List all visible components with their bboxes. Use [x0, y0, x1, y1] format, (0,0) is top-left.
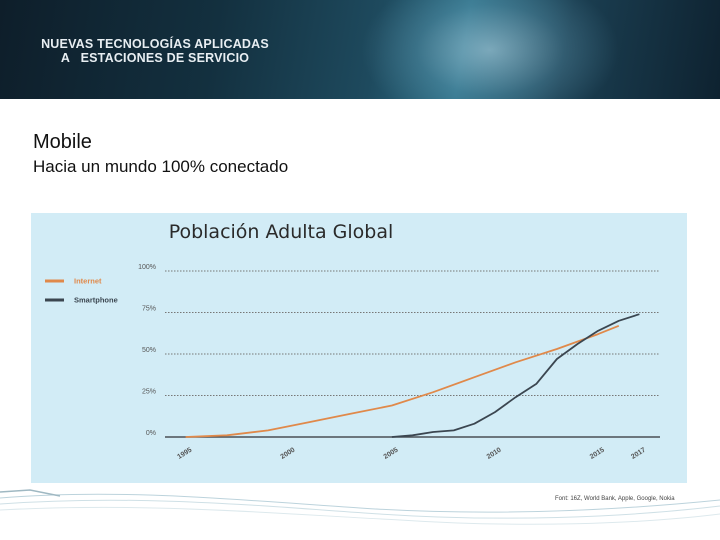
x-tick-label: 2017: [630, 447, 647, 461]
chart-title: Población Adulta Global: [168, 221, 394, 243]
x-tick-label: 2015: [589, 447, 606, 461]
y-tick-label: 25%: [142, 389, 156, 396]
legend-label-smartphone: Smartphone: [74, 296, 118, 305]
y-tick-label: 0%: [146, 430, 156, 437]
y-tick-label: 100%: [138, 264, 156, 271]
banner-title-line1: NUEVAS TECNOLOGÍAS APLICADAS: [41, 37, 269, 51]
y-tick-label: 75%: [142, 306, 156, 313]
x-tick-label: 2010: [486, 447, 503, 461]
footer-wave-decoration: [0, 489, 720, 525]
chart-panel: [31, 213, 687, 483]
header-banner: NUEVAS TECNOLOGÍAS APLICADAS A ESTACIONE…: [0, 0, 720, 99]
page-heading: Mobile: [33, 131, 92, 153]
series-line-smartphone: [391, 313, 640, 438]
banner-lightning-glow: [360, 0, 620, 99]
y-tick-label: 50%: [142, 347, 156, 354]
banner-title: NUEVAS TECNOLOGÍAS APLICADAS A ESTACIONE…: [0, 37, 310, 65]
page-subheading: Hacia un mundo 100% conectado: [33, 157, 289, 176]
series-line-internet: [185, 324, 620, 438]
x-tick-label: 2005: [383, 447, 400, 461]
chart-source-note: Font: 16Z, World Bank, Apple, Google, No…: [555, 496, 675, 502]
x-tick-label: 1995: [176, 447, 193, 461]
banner-title-line2: A ESTACIONES DE SERVICIO: [60, 51, 250, 65]
legend-label-internet: Internet: [74, 277, 102, 286]
x-tick-label: 2000: [279, 447, 296, 461]
